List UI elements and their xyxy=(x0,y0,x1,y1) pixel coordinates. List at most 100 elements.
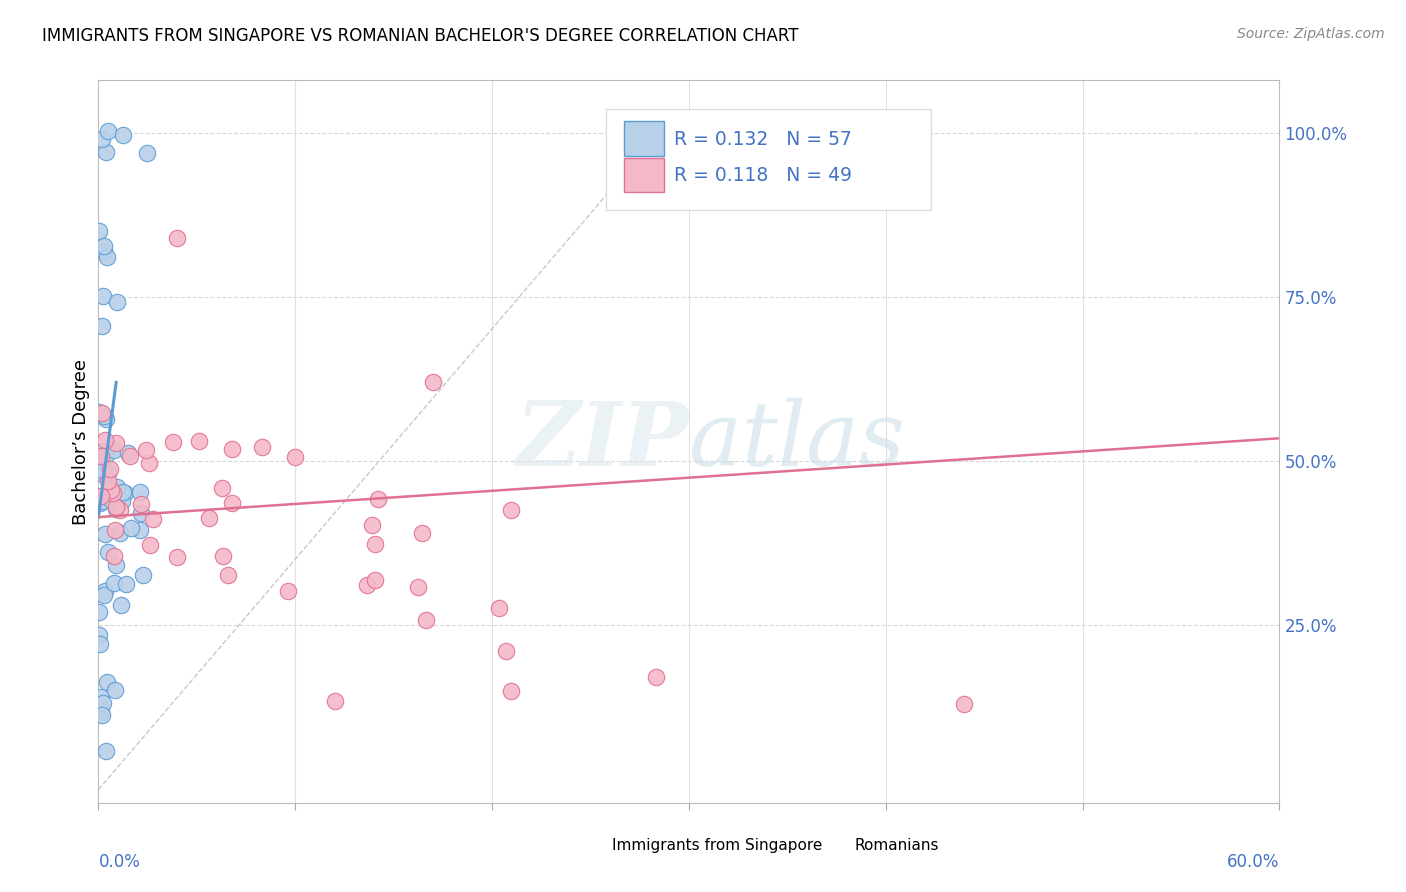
Point xyxy=(129,497,152,511)
Point xyxy=(93,589,115,603)
Point xyxy=(89,496,111,510)
Point xyxy=(198,511,221,525)
Point xyxy=(105,295,128,310)
Point xyxy=(129,523,152,537)
Point xyxy=(211,481,233,495)
Point xyxy=(87,224,110,238)
Point xyxy=(91,444,114,458)
Point xyxy=(91,132,114,146)
Point xyxy=(108,503,131,517)
Text: ZIP: ZIP xyxy=(516,399,689,484)
Point xyxy=(94,527,117,541)
Point xyxy=(100,483,122,498)
Point xyxy=(91,464,114,478)
Point xyxy=(120,521,142,535)
Point xyxy=(361,518,384,533)
Point xyxy=(90,704,112,718)
Point xyxy=(367,491,389,506)
Point xyxy=(104,683,127,698)
Point xyxy=(91,289,114,303)
Point xyxy=(89,405,111,419)
Point xyxy=(93,238,115,252)
Point xyxy=(356,578,378,592)
Point xyxy=(114,486,136,500)
Point xyxy=(499,683,522,698)
FancyBboxPatch shape xyxy=(606,109,931,211)
Point xyxy=(129,506,152,520)
Text: Romanians: Romanians xyxy=(855,838,939,853)
Point xyxy=(422,376,444,390)
Point xyxy=(364,536,387,550)
Point xyxy=(90,690,112,704)
Point xyxy=(138,538,160,552)
Point xyxy=(94,744,117,758)
Text: atlas: atlas xyxy=(689,398,904,485)
Y-axis label: Bachelor’s Degree: Bachelor’s Degree xyxy=(72,359,90,524)
Point xyxy=(363,573,385,587)
Text: 60.0%: 60.0% xyxy=(1227,854,1279,871)
Point xyxy=(105,480,128,494)
Point xyxy=(953,698,976,712)
Point xyxy=(94,584,117,599)
Point xyxy=(135,146,157,161)
Point xyxy=(93,461,115,475)
Point xyxy=(105,500,128,514)
Point xyxy=(91,697,114,711)
FancyBboxPatch shape xyxy=(624,121,664,156)
Point xyxy=(91,467,114,482)
Point xyxy=(323,694,346,708)
Point xyxy=(211,549,233,564)
Point xyxy=(111,494,134,508)
Point xyxy=(98,461,121,475)
Point xyxy=(90,489,112,503)
Text: R = 0.118   N = 49: R = 0.118 N = 49 xyxy=(673,166,852,186)
Point xyxy=(91,494,114,508)
Point xyxy=(93,244,115,259)
Point xyxy=(93,409,115,424)
Point xyxy=(96,412,118,426)
Point xyxy=(118,450,141,464)
Point xyxy=(91,318,114,333)
Point xyxy=(94,433,117,447)
FancyBboxPatch shape xyxy=(624,158,664,193)
Point xyxy=(103,576,125,591)
Point xyxy=(488,601,510,615)
Point xyxy=(101,493,124,508)
FancyBboxPatch shape xyxy=(811,832,848,858)
Point xyxy=(103,442,125,457)
Point xyxy=(101,485,124,500)
Point xyxy=(132,568,155,582)
Point xyxy=(91,708,114,723)
Point xyxy=(117,446,139,460)
Point xyxy=(411,526,433,541)
Point xyxy=(112,128,135,142)
Point xyxy=(108,525,131,540)
Point xyxy=(90,450,112,464)
Point xyxy=(495,644,517,658)
Point xyxy=(94,448,117,462)
Text: IMMIGRANTS FROM SINGAPORE VS ROMANIAN BACHELOR'S DEGREE CORRELATION CHART: IMMIGRANTS FROM SINGAPORE VS ROMANIAN BA… xyxy=(42,27,799,45)
Point xyxy=(162,434,184,449)
Point xyxy=(138,456,160,470)
Point xyxy=(103,549,125,563)
Point xyxy=(89,452,111,467)
Point xyxy=(105,436,128,450)
Point xyxy=(98,485,121,500)
Point xyxy=(104,558,127,572)
Point xyxy=(217,568,239,582)
Point xyxy=(94,145,117,159)
Text: R = 0.132   N = 57: R = 0.132 N = 57 xyxy=(673,130,852,149)
Point xyxy=(96,250,118,264)
Point xyxy=(115,577,138,591)
Point xyxy=(97,545,120,559)
Point xyxy=(97,474,120,488)
Point xyxy=(89,637,111,651)
Point xyxy=(96,675,118,690)
FancyBboxPatch shape xyxy=(568,832,606,858)
Point xyxy=(645,670,668,684)
Point xyxy=(87,628,110,642)
Point xyxy=(166,231,188,245)
Text: Immigrants from Singapore: Immigrants from Singapore xyxy=(612,838,823,853)
Point xyxy=(415,613,437,627)
Point xyxy=(284,450,307,465)
